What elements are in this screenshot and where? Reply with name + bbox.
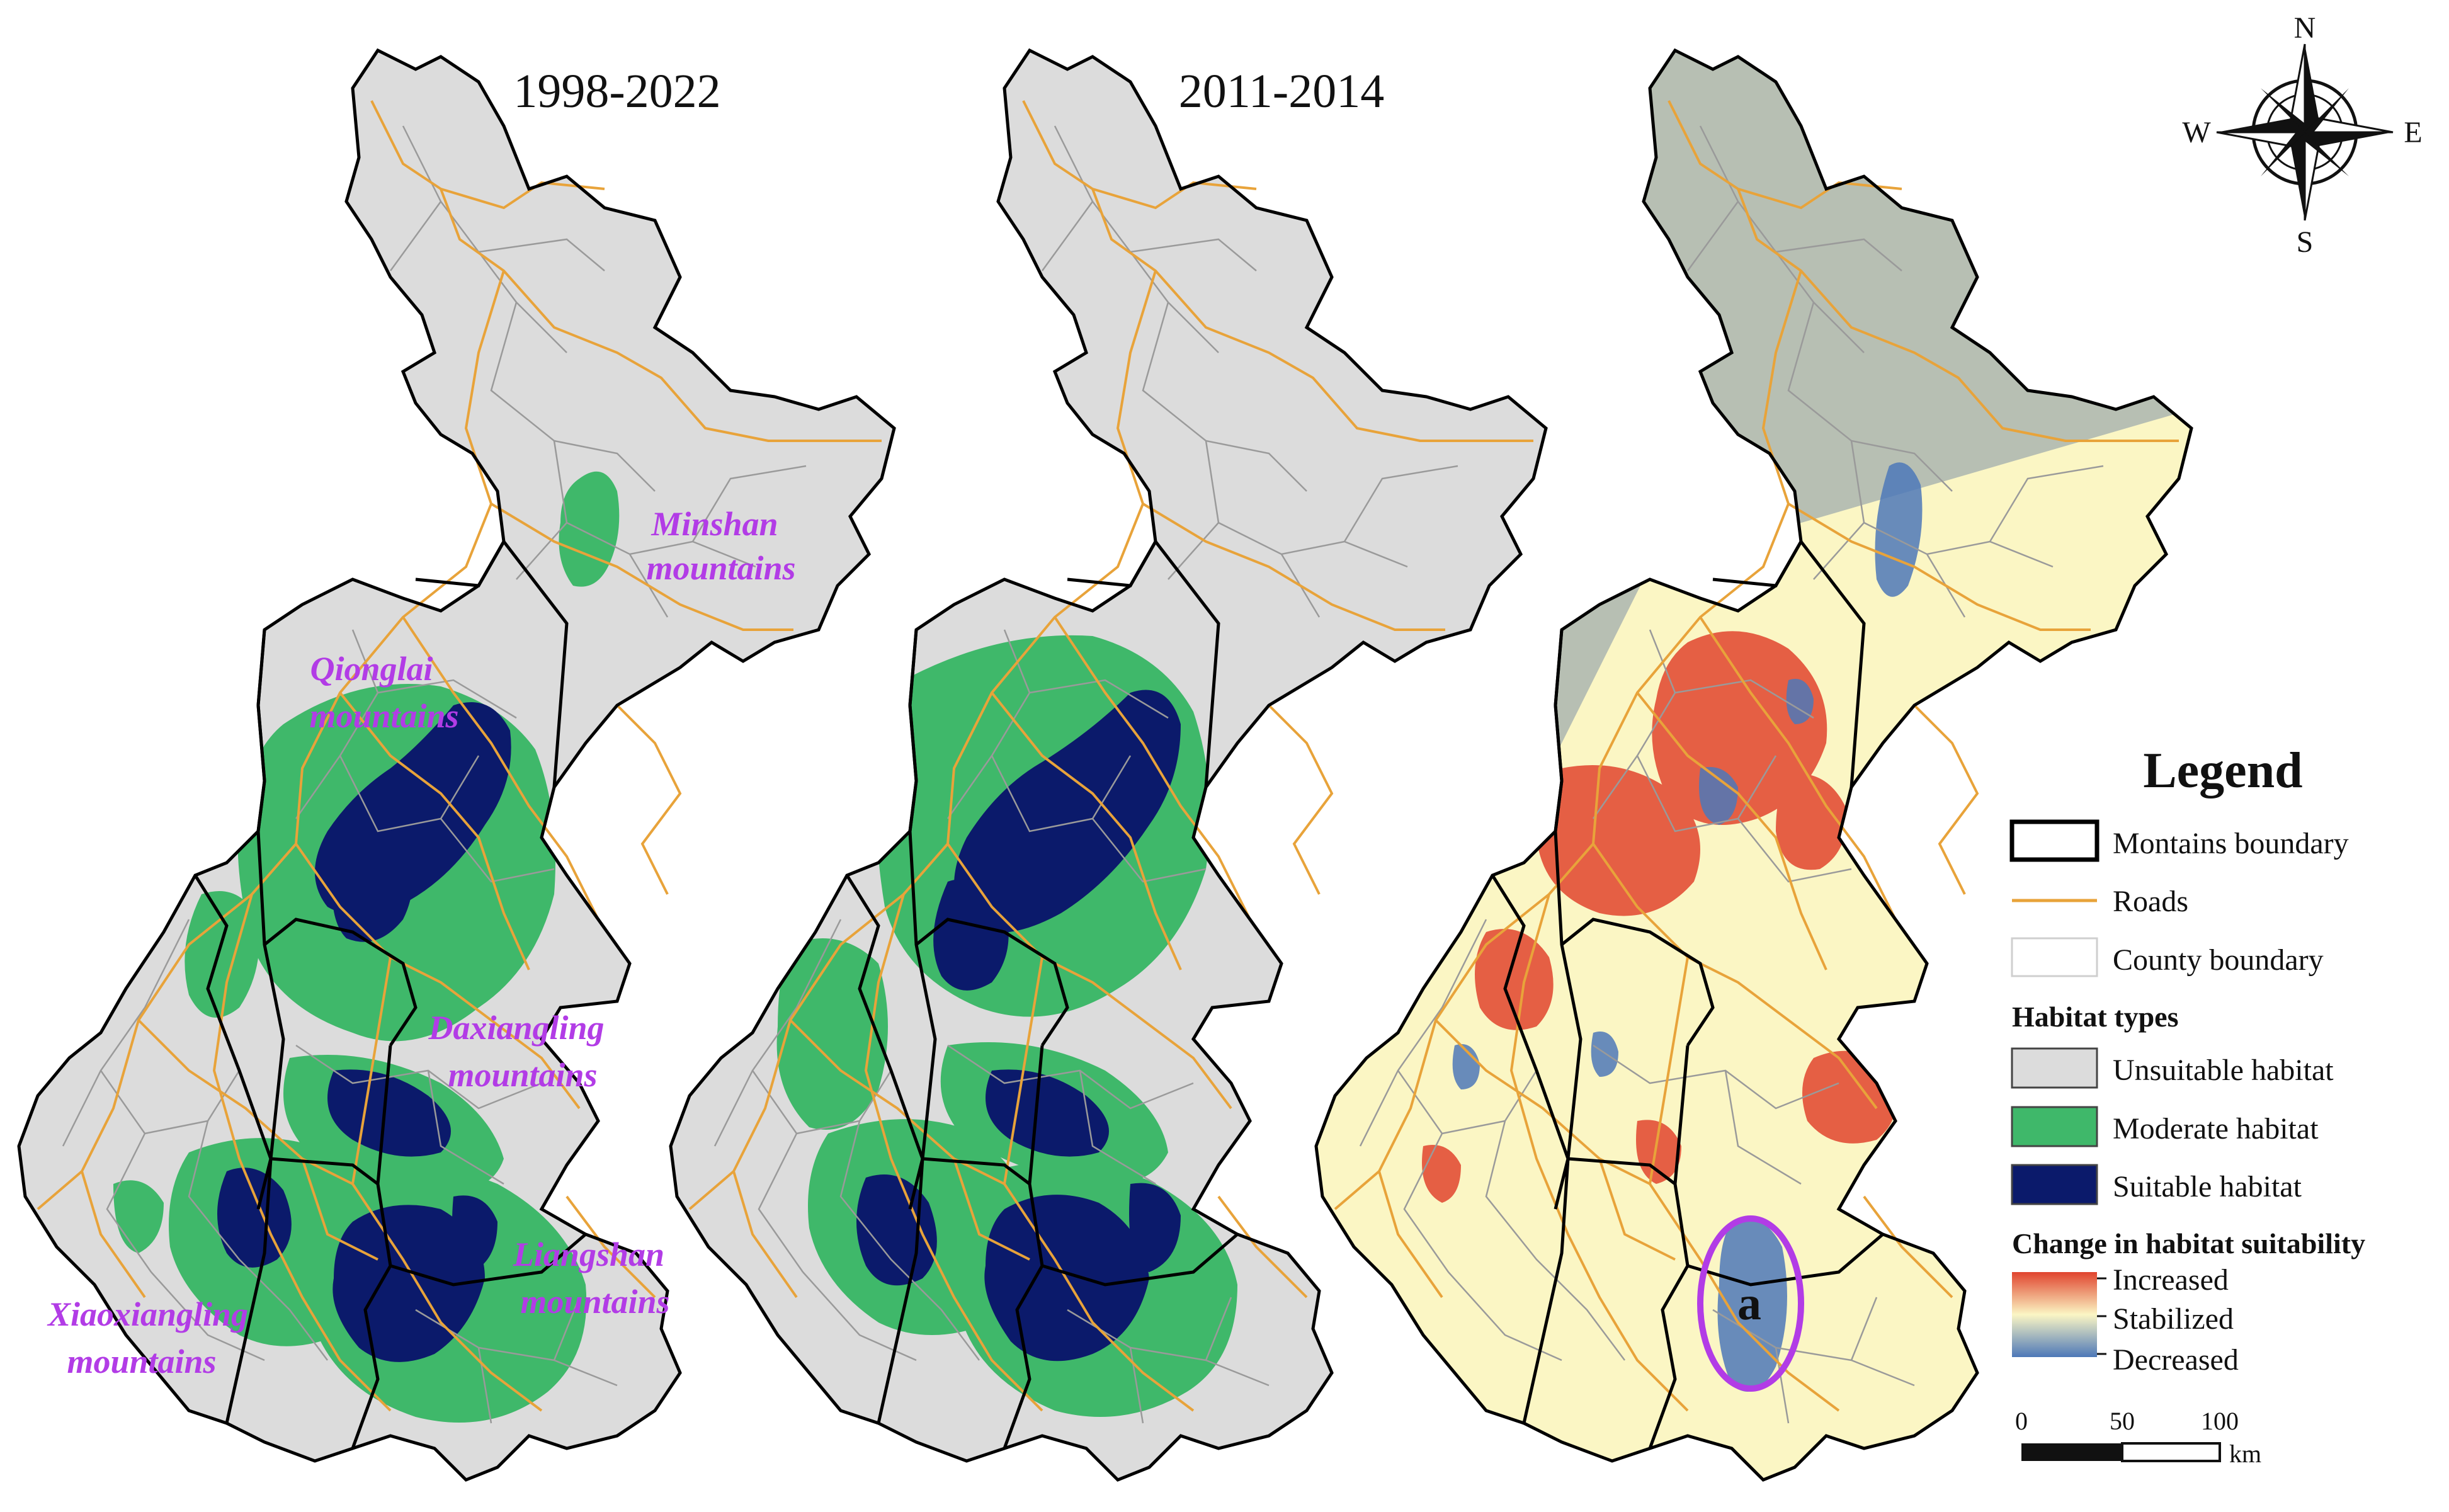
label-liangshan: Liangshan <box>513 1236 664 1273</box>
scale-tick-50: 50 <box>2110 1407 2135 1435</box>
legend-stabilized-label: Stabilized <box>2113 1302 2234 1336</box>
legend-decreased-label: Decreased <box>2113 1343 2239 1377</box>
legend-suitable-label: Suitable habitat <box>2113 1170 2302 1203</box>
panel-title-1: 1998-2022 <box>513 65 720 118</box>
compass-s: S <box>2297 225 2314 259</box>
scale-tick-0: 0 <box>2015 1407 2028 1435</box>
legend-boundary-label: Montains boundary <box>2113 827 2349 860</box>
legend-suitable-swatch <box>2011 1164 2098 1205</box>
legend-moderate-swatch <box>2011 1106 2098 1147</box>
map-panel-1998-2022: 1998-2022 Minshan mountains Qionglai mou… <box>19 50 894 1480</box>
north-arrow-icon: N S E W <box>2182 11 2422 259</box>
label-daxiangling: Daxiangling <box>428 1009 604 1047</box>
compass-n: N <box>2294 11 2316 45</box>
compass-w: W <box>2182 116 2211 149</box>
scale-unit: km <box>2229 1440 2261 1468</box>
label-liangshan-sub: mountains <box>520 1283 669 1321</box>
legend-boundary-swatch <box>2009 819 2100 862</box>
scale-segment-light <box>2121 1442 2221 1462</box>
legend-moderate-label: Moderate habitat <box>2113 1112 2319 1145</box>
label-xiaoxiangling: Xiaoxiangling <box>47 1295 248 1333</box>
scale-segment-dark <box>2021 1443 2122 1461</box>
label-minshan-sub: mountains <box>646 549 795 587</box>
scale-bar: 0 50 100 km <box>2015 1407 2261 1468</box>
map-panel-2011-2014: 2011-2014 <box>671 50 1546 1480</box>
label-qionglai-sub: mountains <box>309 697 458 735</box>
scale-tick-100: 100 <box>2201 1407 2239 1435</box>
legend-roads-label: Roads <box>2113 885 2188 918</box>
legend-unsuitable-swatch <box>2011 1047 2098 1089</box>
legend-title: Legend <box>2143 743 2302 799</box>
label-daxiangling-sub: mountains <box>448 1056 597 1094</box>
legend-county-swatch <box>2011 937 2098 977</box>
legend-unsuitable-label: Unsuitable habitat <box>2113 1054 2334 1087</box>
label-minshan: Minshan <box>651 505 778 543</box>
panel-title-2: 2011-2014 <box>1179 65 1385 118</box>
legend: Legend Montains boundary Roads County bo… <box>2009 743 2365 1377</box>
legend-change-ramp <box>2012 1272 2097 1357</box>
mountain-labels: Minshan mountains Qionglai mountains Dax… <box>47 505 796 1380</box>
annotation-ring <box>1697 1215 1804 1392</box>
legend-county-label: County boundary <box>2113 943 2324 977</box>
legend-increased-label: Increased <box>2113 1263 2229 1297</box>
map-panel-change: a <box>1297 0 2242 1511</box>
label-qionglai: Qionglai <box>310 650 433 688</box>
legend-change-heading: Change in habitat suitability <box>2012 1227 2365 1259</box>
annotation-label: a <box>1737 1277 1761 1330</box>
label-xiaoxiangling-sub: mountains <box>67 1343 216 1380</box>
legend-habitat-heading: Habitat types <box>2012 1001 2179 1033</box>
compass-e: E <box>2404 116 2422 149</box>
